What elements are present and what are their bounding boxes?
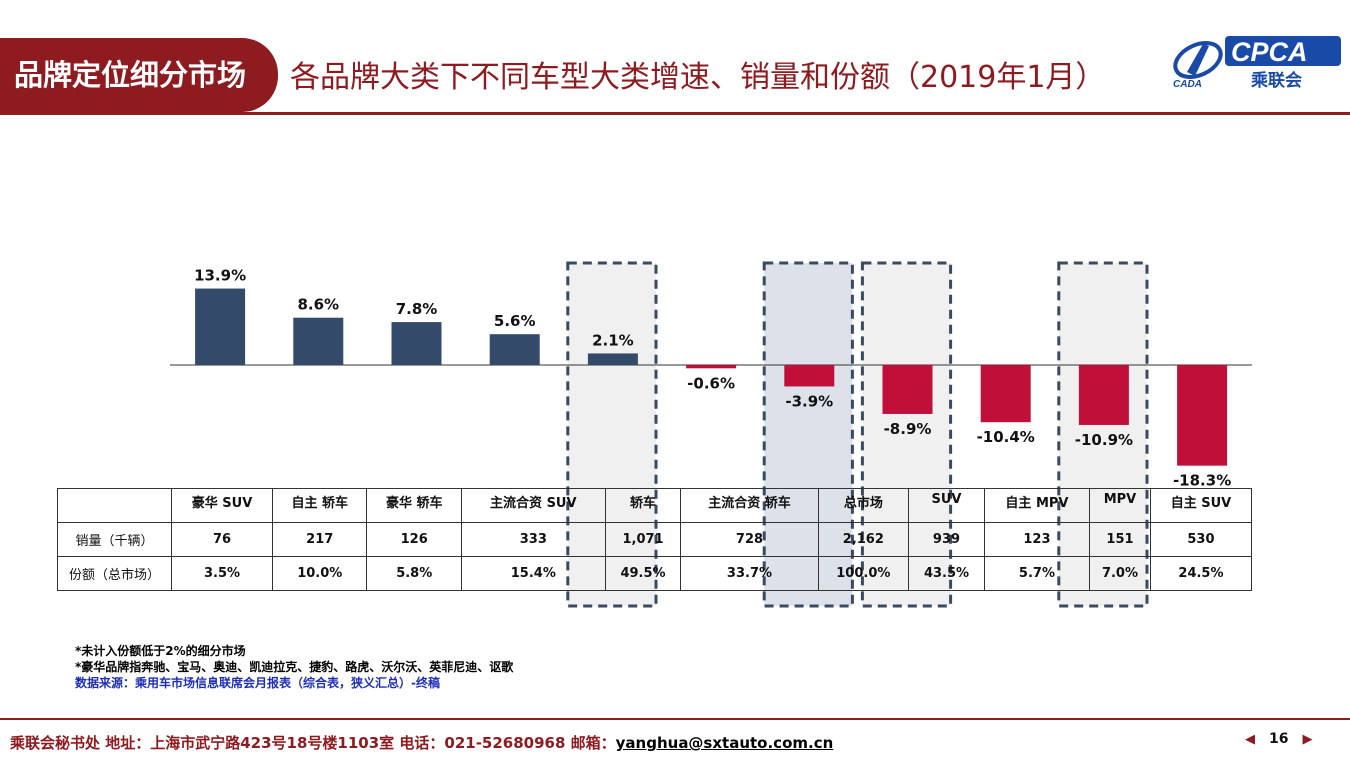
- table-cell-sales: 2,162: [817, 522, 910, 557]
- table-cell-sales: 1,071: [604, 522, 682, 557]
- table-cell-sales: 126: [366, 522, 462, 557]
- table-cell-sales: 333: [460, 522, 606, 557]
- bar: [391, 322, 442, 365]
- footnote-2: *豪华品牌指奔驰、宝马、奥迪、凯迪拉克、捷豹、路虎、沃尔沃、英菲尼迪、讴歌: [75, 660, 514, 674]
- bar: [587, 353, 638, 365]
- table-cell-share: 49.5%: [604, 556, 682, 591]
- header: 品牌定位细分市场 各品牌大类下不同车型大类增速、销量和份额（2019年1月） C…: [0, 0, 1350, 116]
- table-cell-share: 43.5%: [908, 556, 985, 591]
- table-cell-share: 5.8%: [366, 556, 462, 591]
- table-cell-sales: 123: [983, 522, 1091, 557]
- table-header-cell: SUV: [908, 488, 985, 523]
- data-label: -10.4%: [977, 428, 1035, 446]
- table-cell-share: 5.7%: [983, 556, 1091, 591]
- table-cell-share: 7.0%: [1089, 556, 1151, 591]
- data-label: -18.3%: [1173, 472, 1231, 490]
- logo-subtext: 乘联会: [1250, 70, 1302, 91]
- footer-email-link[interactable]: yanghua@sxtauto.com.cn: [615, 734, 834, 752]
- data-label: 5.6%: [494, 312, 536, 330]
- table-cell-sales: 728: [680, 522, 819, 557]
- table-cell-sales: 939: [908, 522, 985, 557]
- bar: [489, 334, 540, 365]
- table-header-cell: 总市场: [817, 488, 910, 523]
- bar: [1078, 365, 1129, 425]
- footer-contact: 乘联会秘书处 地址：上海市武宁路423号18号楼1103室 电话：021-526…: [10, 732, 833, 753]
- section-tag: 品牌定位细分市场: [0, 38, 278, 112]
- table-cell-sales: 76: [170, 522, 274, 557]
- bar: [1177, 365, 1228, 466]
- table-cell-share: 10.0%: [272, 556, 368, 591]
- table-cell-share: 3.5%: [170, 556, 274, 591]
- table-cell-share: 33.7%: [680, 556, 819, 591]
- bar: [882, 365, 933, 414]
- sales-share-table: 豪华 SUV 自主 轿车 豪华 轿车 主流合资 SUV 轿车 主流合资 轿车 总市场 SUV 自…: [57, 488, 1253, 591]
- page-navigator: ◀ 16 ▶: [1245, 731, 1312, 747]
- table-header-cell: 自主 轿车: [272, 488, 368, 523]
- data-label: 2.1%: [592, 331, 634, 349]
- bar: [195, 288, 246, 365]
- table-cell-share: 15.4%: [460, 556, 606, 591]
- data-label: -10.9%: [1075, 431, 1133, 449]
- table-header-cell: 主流合资 SUV: [460, 488, 606, 523]
- footnotes: *未计入份额低于2%的细分市场 *豪华品牌指奔驰、宝马、奥迪、凯迪拉克、捷豹、路…: [75, 643, 513, 691]
- table-header-cell: 轿车: [604, 488, 682, 523]
- bar: [980, 365, 1031, 423]
- data-label: -3.9%: [785, 392, 833, 410]
- footnote-1: *未计入份额低于2%的细分市场: [75, 644, 246, 658]
- table-header-cell: 豪华 SUV: [170, 488, 274, 523]
- table-cell-sales: 530: [1149, 522, 1253, 557]
- table-corner-cell: [57, 488, 172, 523]
- table-cell-sales: 151: [1089, 522, 1151, 557]
- table-row-label: 销量（千辆）: [57, 522, 172, 557]
- bar: [686, 365, 737, 369]
- footer-text: 乘联会秘书处 地址：上海市武宁路423号18号楼1103室 电话：021-526…: [10, 734, 616, 752]
- table-cell-share: 24.5%: [1149, 556, 1253, 591]
- next-page-icon[interactable]: ▶: [1302, 731, 1313, 747]
- bar: [784, 365, 835, 387]
- footer-divider: [0, 718, 1350, 720]
- table-header-cell: 自主 SUV: [1149, 488, 1253, 523]
- page-title: 各品牌大类下不同车型大类增速、销量和份额（2019年1月）: [290, 60, 1106, 95]
- table-cell-share: 100.0%: [817, 556, 910, 591]
- table-header-cell: 自主 MPV: [983, 488, 1091, 523]
- table-header-cell: 豪华 轿车: [366, 488, 462, 523]
- data-label: -0.6%: [687, 374, 735, 392]
- table-header-cell: 主流合资 轿车: [680, 488, 819, 523]
- table-header-cell: MPV: [1089, 488, 1151, 523]
- data-label: 8.6%: [297, 296, 339, 314]
- bar: [293, 317, 344, 365]
- data-label: -8.9%: [884, 420, 932, 438]
- logo-small-text: CADA: [1173, 79, 1202, 90]
- data-label: 13.9%: [194, 267, 246, 285]
- data-source-note: 数据来源：乘用车市场信息联席会月报表（综合表，狭义汇总）-终稿: [75, 676, 440, 690]
- table-header-row: 豪华 SUV 自主 轿车 豪华 轿车 主流合资 SUV 轿车 主流合资 轿车 总市场 SUV 自…: [57, 488, 1253, 523]
- header-divider: [0, 112, 1350, 115]
- table-cell-sales: 217: [272, 522, 368, 557]
- table-row-label: 份额（总市场）: [57, 556, 172, 591]
- logo-text: CPCA: [1231, 37, 1308, 67]
- prev-page-icon[interactable]: ◀: [1245, 731, 1255, 747]
- page-number: 16: [1269, 731, 1289, 747]
- data-label: 7.8%: [396, 300, 438, 318]
- cpca-logo: CADA CPCA 乘联会: [1165, 32, 1345, 94]
- table-row-sales: 销量（千辆） 76 217 126 333 1,071 728 2,162 939 123 151 5…: [57, 522, 1253, 557]
- table-row-share: 份额（总市场） 3.5% 10.0% 5.8% 15.4% 49.5% 33.7% 100.0…: [57, 556, 1253, 591]
